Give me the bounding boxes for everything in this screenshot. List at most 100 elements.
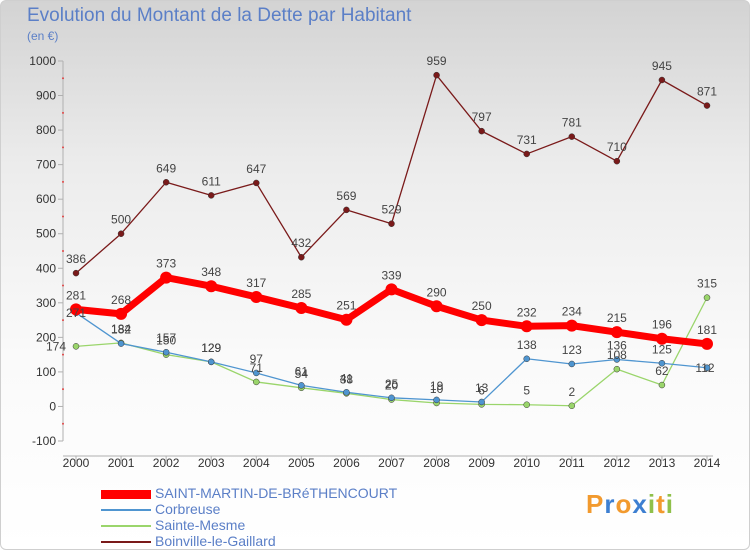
data-label: 10: [430, 382, 444, 396]
y-minor-dot: [62, 146, 64, 149]
legend-swatch: [101, 509, 151, 511]
legend-item: Sainte-Mesme: [101, 517, 501, 534]
data-label: 268: [111, 293, 131, 307]
data-label: 611: [202, 174, 221, 188]
data-label: 181: [697, 323, 717, 337]
data-point: [475, 314, 488, 327]
data-label: 157: [156, 331, 176, 345]
x-tick-label: 2010: [513, 456, 540, 470]
data-point: [703, 364, 711, 372]
legend: SAINT-MARTIN-DE-BRéTHENCOURT Corbreuse Sai…: [101, 485, 501, 549]
data-point: [520, 320, 533, 333]
data-label: 41: [340, 371, 354, 385]
data-point: [72, 269, 80, 277]
data-label: 649: [156, 161, 176, 175]
data-label: 5: [523, 384, 530, 398]
y-tick-label: 300: [36, 296, 56, 310]
data-point: [433, 396, 440, 404]
data-label: 315: [697, 277, 717, 291]
data-point: [613, 157, 621, 165]
data-point: [343, 389, 350, 396]
legend-label: Corbreuse: [155, 501, 221, 517]
data-label: 71: [250, 361, 264, 375]
data-point: [703, 294, 711, 301]
data-label: 250: [472, 299, 492, 313]
y-tick-label: 0: [49, 399, 56, 413]
data-label: 500: [111, 213, 131, 227]
data-label: 112: [695, 361, 714, 375]
x-tick-label: 2005: [288, 456, 315, 470]
legend-label: Boinville-le-Gaillard: [155, 533, 276, 549]
data-point: [115, 307, 128, 320]
data-label: 196: [652, 318, 672, 332]
data-point: [430, 300, 443, 313]
data-label: 20: [385, 379, 399, 393]
data-point: [388, 220, 395, 227]
x-tick-label: 2003: [198, 456, 225, 470]
data-label: 317: [246, 276, 266, 290]
y-tick-label: 200: [36, 330, 56, 344]
data-label: 13: [475, 381, 489, 395]
data-point: [703, 102, 711, 109]
x-tick-label: 2014: [694, 456, 721, 470]
data-label: 781: [562, 116, 582, 130]
data-point: [205, 280, 218, 293]
legend-item: Boinville-le-Gaillard: [101, 533, 501, 549]
data-point: [478, 127, 485, 135]
x-tick-label: 2012: [604, 456, 631, 470]
data-point: [253, 378, 260, 386]
y-minor-dot: [62, 215, 64, 218]
data-point: [250, 290, 263, 303]
data-label: 710: [607, 140, 627, 154]
data-point: [613, 365, 621, 373]
data-label: 138: [517, 338, 537, 352]
data-point: [655, 332, 668, 345]
data-point: [160, 271, 173, 284]
data-label: 251: [336, 299, 356, 313]
data-point: [117, 230, 125, 237]
data-label: 529: [381, 203, 401, 217]
data-point: [207, 192, 215, 199]
data-point: [478, 398, 485, 406]
data-label: 136: [607, 338, 627, 352]
data-point: [253, 179, 260, 187]
data-label: 271: [66, 306, 86, 320]
data-label: 38: [340, 372, 354, 386]
x-tick-label: 2011: [559, 456, 585, 470]
data-label: 215: [607, 311, 627, 325]
y-tick-label: 500: [36, 227, 56, 241]
data-label: 2: [568, 385, 575, 399]
data-point: [568, 133, 576, 140]
data-point: [72, 343, 80, 350]
data-label: 184: [111, 322, 131, 336]
y-minor-dot: [62, 180, 64, 183]
data-label: 150: [156, 334, 176, 348]
x-tick-label: 2002: [153, 456, 180, 470]
data-point: [385, 283, 398, 296]
y-tick-label: 600: [36, 192, 56, 206]
y-tick-label: 400: [36, 261, 56, 275]
y-tick-label: 800: [36, 123, 56, 137]
data-label: 647: [246, 162, 266, 176]
data-point: [610, 326, 623, 339]
y-minor-dot: [62, 388, 64, 391]
data-point: [340, 313, 353, 326]
data-point: [523, 150, 530, 158]
data-point: [568, 402, 576, 410]
data-point: [298, 253, 305, 261]
data-label: 62: [655, 364, 669, 378]
y-minor-dot: [62, 111, 64, 114]
data-label: 339: [381, 268, 401, 282]
legend-item: Corbreuse: [101, 501, 501, 518]
data-point: [162, 348, 170, 356]
x-tick-label: 2013: [649, 456, 676, 470]
y-minor-dot: [62, 422, 64, 425]
legend-label: SAINT-MARTIN-DE-BRéTHENCOURT: [155, 485, 398, 501]
y-tick-label: 700: [36, 158, 56, 172]
data-point: [523, 401, 530, 408]
data-label: 290: [427, 285, 447, 299]
data-label: 348: [201, 265, 221, 279]
legend-swatch: [101, 525, 151, 527]
